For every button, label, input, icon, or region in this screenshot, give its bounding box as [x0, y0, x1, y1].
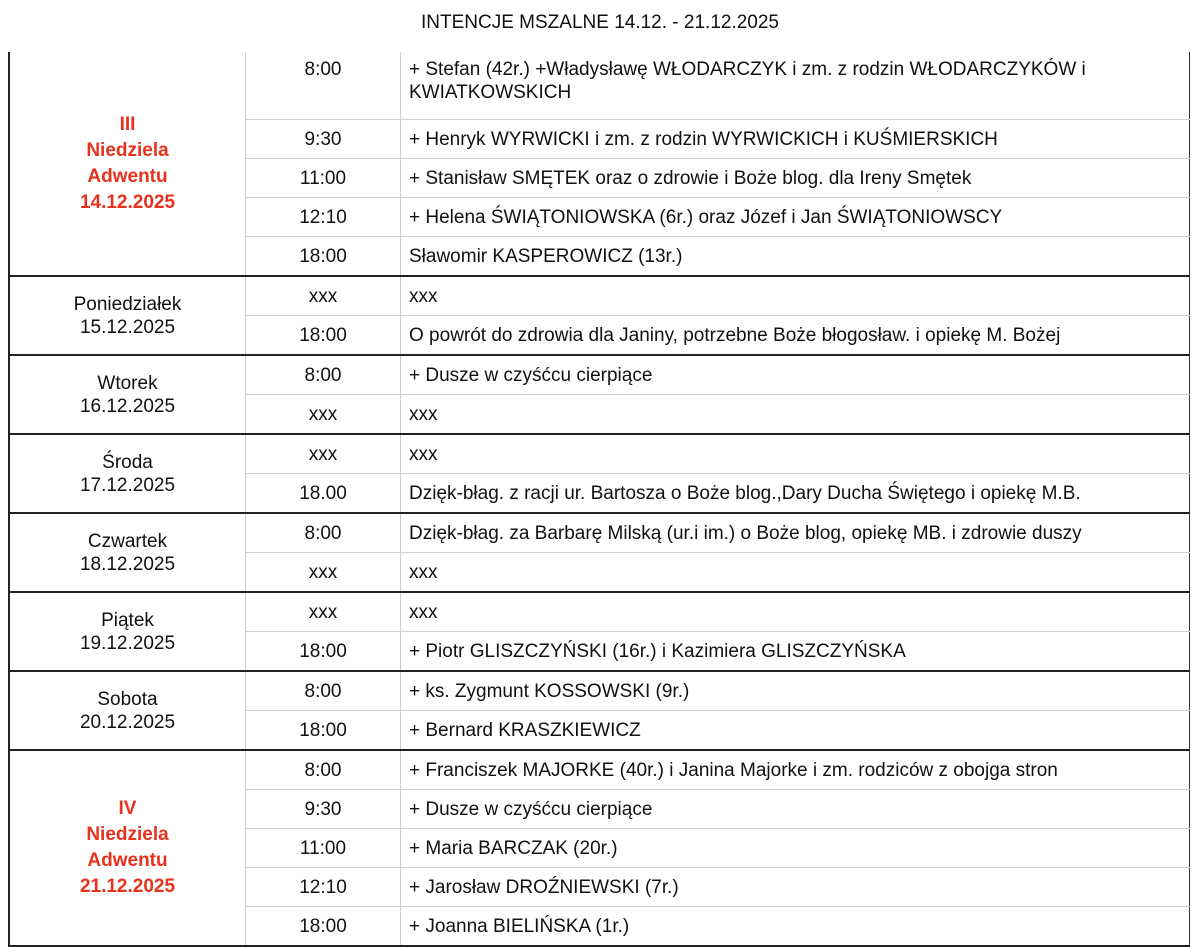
table-row: 9:30 + Dusze w czyśćcu cierpiące: [9, 789, 1190, 829]
mass-intention: + Maria BARCZAK (20r.): [400, 828, 1190, 868]
table-row: 18:00 + Piotr GLISZCZYŃSKI (16r.) i Kazim…: [9, 631, 1190, 672]
mass-time: 8:00: [245, 355, 401, 395]
table-row: 9:30 + Henryk WYRWICKI i zm. z rodzin WYR…: [9, 119, 1190, 159]
table-row: Środa 17.12.2025 xxx xxx: [9, 434, 1190, 514]
day-label-line: 16.12.2025: [79, 395, 176, 417]
day-label-line: 15.12.2025: [79, 316, 176, 338]
mass-intention: + Henryk WYRWICKI i zm. z rodzin WYRWICK…: [400, 119, 1190, 159]
mass-intention: + Helena ŚWIĄTONIOWSKA (6r.) oraz Józef …: [400, 197, 1190, 237]
mass-intention: Dzięk-błag. z racji ur. Bartosza o Boże …: [400, 473, 1190, 514]
day-label-line: Poniedziałek: [73, 293, 182, 315]
day-label-line: Piątek: [101, 609, 154, 631]
table-row: 18:00 + Bernard KRASZKIEWICZ: [9, 710, 1190, 751]
page-title: INTENCJE MSZALNE 14.12. - 21.12.2025: [421, 12, 779, 33]
mass-time: xxx: [245, 592, 401, 632]
table-row: Wtorek 16.12.2025 8:00 + Dusze w czyśćcu ci…: [9, 355, 1190, 435]
mass-time: 8:00: [245, 52, 401, 120]
mass-intention: Sławomir KASPEROWICZ (13r.): [400, 236, 1190, 277]
day-label-line: Niedziela: [86, 824, 169, 845]
mass-time: 11:00: [245, 828, 401, 868]
day-label-line: Czwartek: [87, 530, 168, 552]
mass-time: xxx: [245, 394, 401, 435]
mass-intention: Dzięk-błag. za Barbarę Milską (ur.i im.)…: [400, 513, 1190, 553]
mass-time: 18:00: [245, 631, 401, 672]
table-row: Piątek 19.12.2025 xxx xxx: [9, 592, 1190, 672]
table-row: 12:10 + Jarosław DROŹNIEWSKI (7r.): [9, 867, 1190, 907]
table-row: 12:10 + Helena ŚWIĄTONIOWSKA (6r.) oraz J…: [9, 197, 1190, 237]
mass-time: xxx: [245, 552, 401, 593]
day-cell: Sobota 20.12.2025: [9, 671, 246, 751]
mass-time: 9:30: [245, 119, 401, 159]
day-label-line: Sobota: [97, 688, 158, 710]
mass-intention: + Franciszek MAJORKE (40r.) i Janina Maj…: [400, 750, 1190, 790]
mass-time: 12:10: [245, 197, 401, 237]
mass-intention: xxx: [400, 552, 1190, 593]
table-row: 11:00 + Maria BARCZAK (20r.): [9, 828, 1190, 868]
mass-time: 18:00: [245, 315, 401, 356]
mass-intention: + Stefan (42r.) +Władysławę WŁODARCZYK i…: [400, 52, 1190, 120]
mass-intention: xxx: [400, 592, 1190, 632]
day-cell: III Niedziela Adwentu 14.12.2025: [9, 52, 246, 277]
day-cell: Piątek 19.12.2025: [9, 592, 246, 672]
table-row: Poniedziałek 15.12.2025 xxx xxx: [9, 276, 1190, 356]
day-label-line: 14.12.2025: [79, 191, 176, 213]
day-label-line: III: [119, 113, 136, 135]
table-row: Sobota 20.12.2025 8:00 + ks. Zygmunt KOSSOW…: [9, 671, 1190, 751]
mass-intention: xxx: [400, 276, 1190, 316]
day-label-line: IV: [118, 798, 137, 819]
mass-intention: xxx: [400, 394, 1190, 435]
mass-intention: + Dusze w czyśćcu cierpiące: [400, 355, 1190, 395]
mass-intention: + Stanisław SMĘTEK oraz o zdrowie i Boże…: [400, 158, 1190, 198]
day-label-line: 19.12.2025: [79, 632, 176, 654]
table-row: III Niedziela Adwentu 14.12.2025 8:00 + Stefa…: [9, 52, 1190, 277]
day-label-line: 17.12.2025: [79, 474, 176, 496]
day-label-line: Niedziela: [86, 139, 169, 161]
day-label-line: Adwentu: [87, 165, 168, 187]
table-row: xxx xxx: [9, 394, 1190, 435]
mass-intention: + ks. Zygmunt KOSSOWSKI (9r.): [400, 671, 1190, 711]
mass-intention: + Dusze w czyśćcu cierpiące: [400, 789, 1190, 829]
mass-time: xxx: [245, 276, 401, 316]
mass-intention: O powrót do zdrowia dla Janiny, potrzebn…: [400, 315, 1190, 356]
day-label-line: Wtorek: [97, 372, 158, 394]
mass-time: 8:00: [245, 750, 401, 790]
mass-intention: xxx: [400, 434, 1190, 474]
day-cell: Poniedziałek 15.12.2025: [9, 276, 246, 356]
day-label-line: Środa: [102, 451, 153, 473]
table-row: 18:00 Sławomir KASPEROWICZ (13r.): [9, 236, 1190, 277]
table-row: 18.00 Dzięk-błag. z racji ur. Bartosza o …: [9, 473, 1190, 514]
day-cell: IV Niedziela Adwentu 21.12.2025: [9, 750, 246, 947]
mass-time: 12:10: [245, 867, 401, 907]
day-label-line: 21.12.2025: [79, 876, 176, 897]
table-row: xxx xxx: [9, 552, 1190, 593]
mass-time: 18:00: [245, 710, 401, 751]
day-cell: Czwartek 18.12.2025: [9, 513, 246, 593]
mass-intention: + Piotr GLISZCZYŃSKI (16r.) i Kazimiera …: [400, 631, 1190, 672]
mass-time: 8:00: [245, 671, 401, 711]
mass-time: xxx: [245, 434, 401, 474]
day-cell: Wtorek 16.12.2025: [9, 355, 246, 435]
table-row: IV Niedziela Adwentu 21.12.2025 8:00 + Franci…: [9, 750, 1190, 947]
mass-time: 18:00: [245, 906, 401, 947]
table-row: Czwartek 18.12.2025 8:00 Dzięk-błag. za Bar…: [9, 513, 1190, 593]
mass-time: 11:00: [245, 158, 401, 198]
mass-intention: + Jarosław DROŹNIEWSKI (7r.): [400, 867, 1190, 907]
mass-intention: + Bernard KRASZKIEWICZ: [400, 710, 1190, 751]
day-label-line: 18.12.2025: [79, 553, 176, 575]
mass-time: 18.00: [245, 473, 401, 514]
table-row: 11:00 + Stanisław SMĘTEK oraz o zdrowie i…: [9, 158, 1190, 198]
mass-intention: + Joanna BIELIŃSKA (1r.): [400, 906, 1190, 947]
table-row: 18:00 + Joanna BIELIŃSKA (1r.): [9, 906, 1190, 947]
mass-intentions-table: III Niedziela Adwentu 14.12.2025 8:00 + Stefa…: [8, 52, 1190, 947]
mass-time: 8:00: [245, 513, 401, 553]
day-cell: Środa 17.12.2025: [9, 434, 246, 514]
table-row: 18:00 O powrót do zdrowia dla Janiny, pot…: [9, 315, 1190, 356]
day-label-line: Adwentu: [87, 850, 168, 871]
day-label-line: 20.12.2025: [79, 711, 176, 733]
mass-time: 18:00: [245, 236, 401, 277]
mass-time: 9:30: [245, 789, 401, 829]
